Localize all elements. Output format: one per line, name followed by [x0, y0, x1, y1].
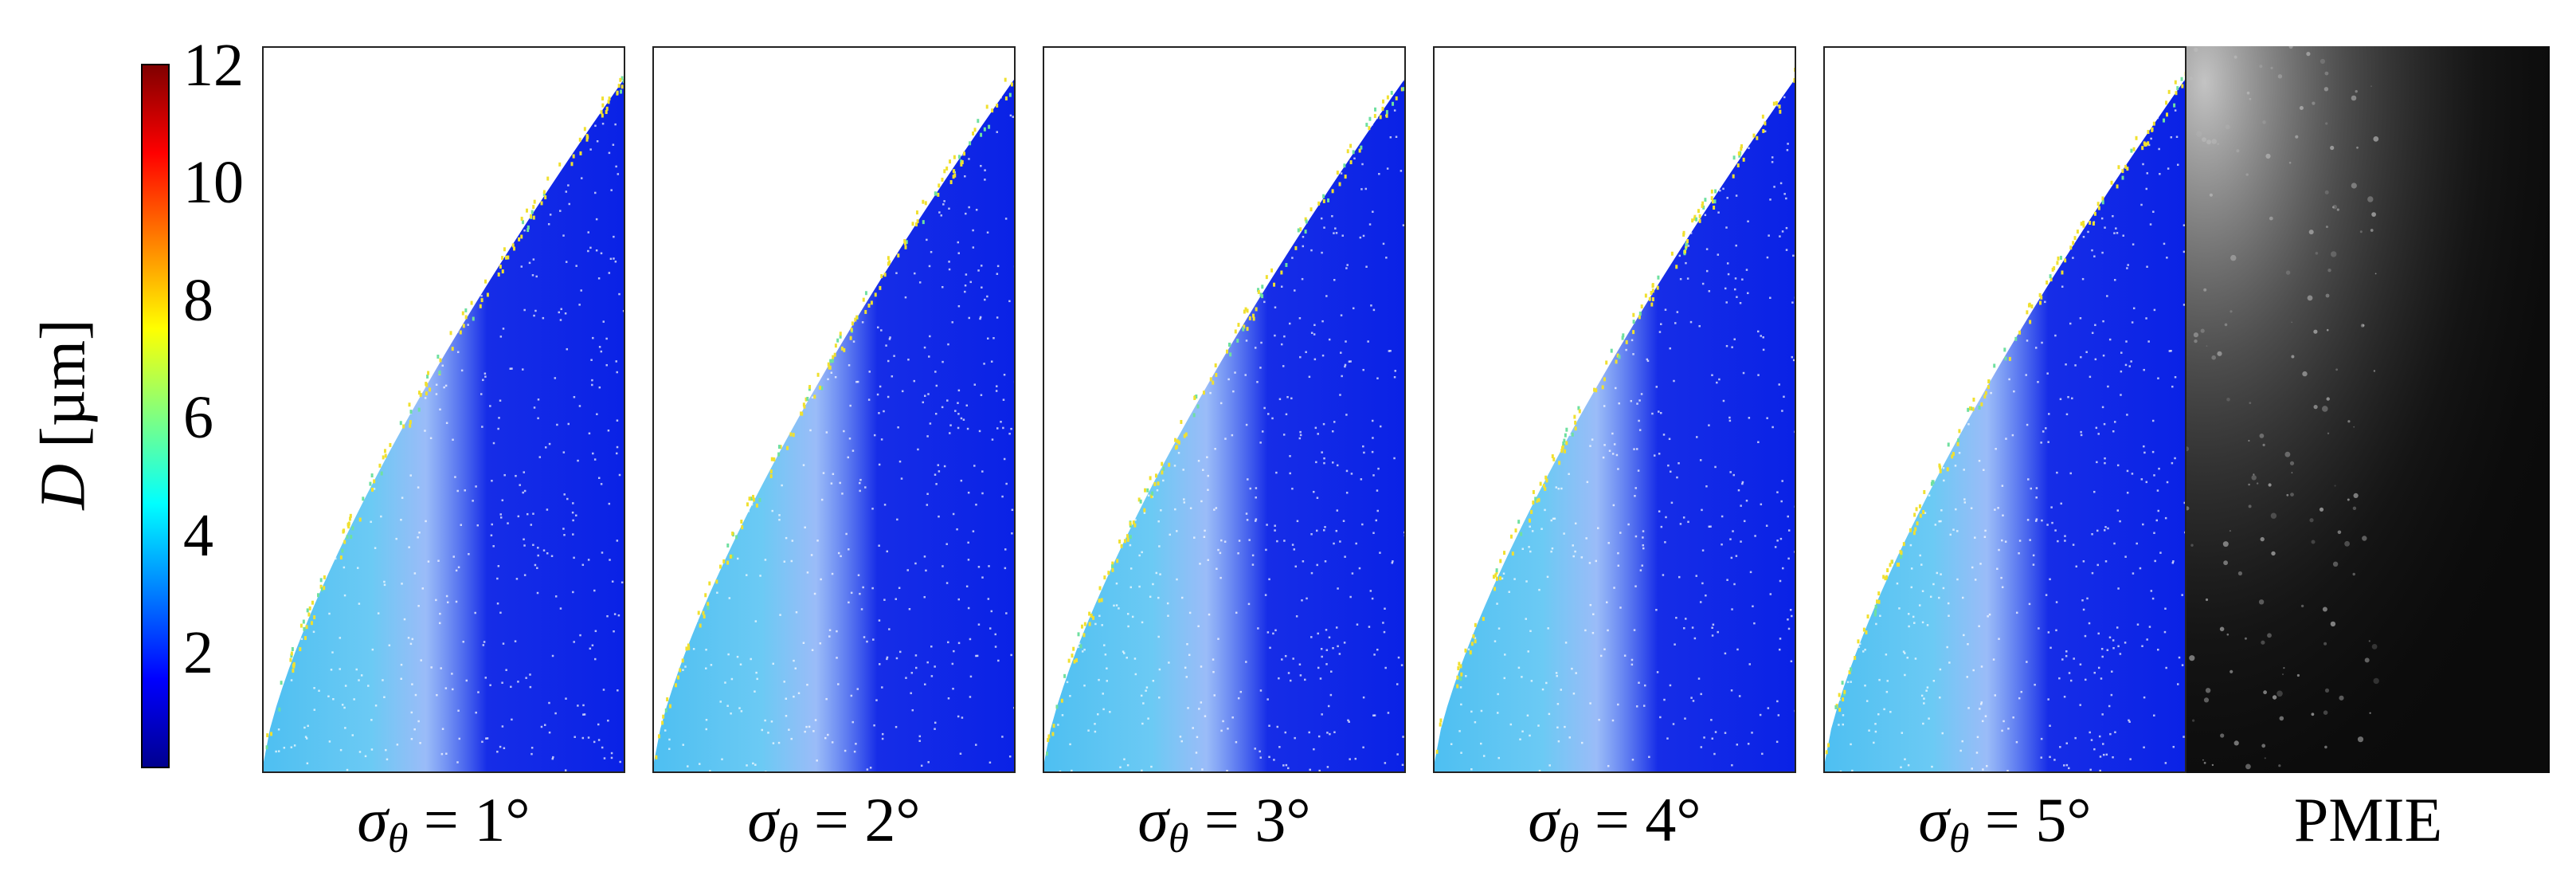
spray-panel-1	[262, 46, 625, 773]
spray-panel-4	[1433, 46, 1796, 773]
colorbar-tick-label: 12	[183, 32, 244, 99]
colorbar-tick-label: 8	[183, 267, 213, 334]
pmie-caption: PMIE	[2293, 785, 2443, 854]
panel-caption-4: σθ = 4°	[1528, 785, 1701, 862]
spray-panel-3	[1043, 46, 1406, 773]
panel-caption-5: σθ = 5°	[1918, 785, 2092, 862]
colorbar-label: D [µm]	[28, 319, 99, 510]
pmie-panel	[2186, 46, 2550, 773]
colorbar-tick-label: 6	[183, 384, 213, 451]
spray-panel-5	[1823, 46, 2186, 773]
colorbar-tick-label: 2	[183, 619, 213, 686]
panel-caption-2: σθ = 2°	[747, 785, 921, 862]
colorbar-tick-label: 10	[183, 149, 244, 216]
colorbar	[141, 64, 170, 768]
colorbar-tick-label: 4	[183, 502, 213, 569]
panel-caption-3: σθ = 3°	[1137, 785, 1311, 862]
spray-panel-2	[652, 46, 1016, 773]
panel-caption-1: σθ = 1°	[357, 785, 530, 862]
